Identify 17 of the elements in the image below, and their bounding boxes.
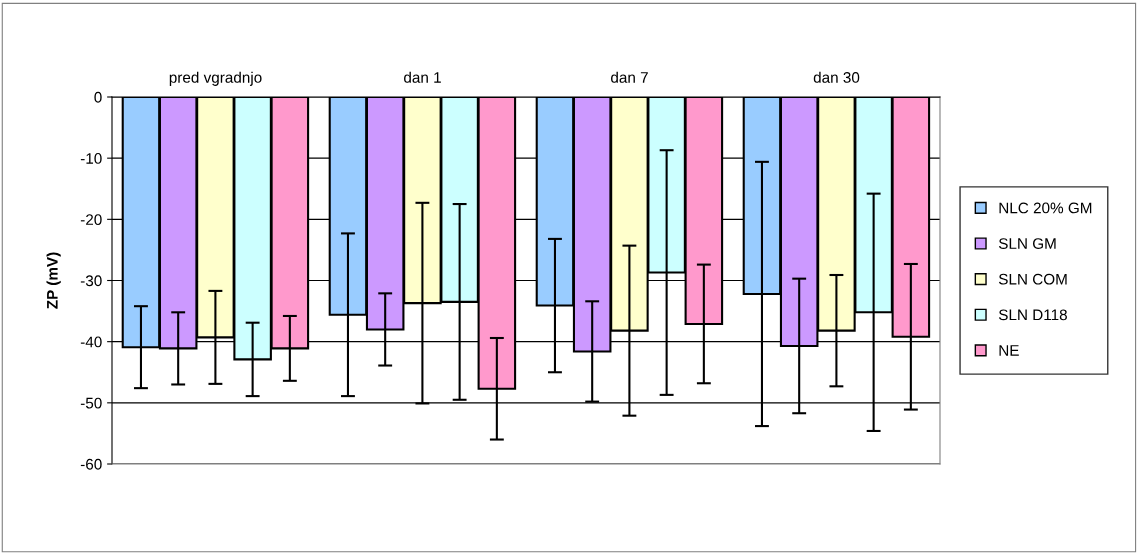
legend-label: SLN GM: [998, 238, 1056, 249]
y-tick-label: 0: [94, 91, 102, 103]
x-tick-label: dan 30: [813, 71, 860, 83]
y-tick-label: -60: [80, 458, 102, 470]
y-tick-label: -20: [80, 214, 102, 226]
y-tick-label: -30: [80, 275, 102, 287]
legend-label: SLN D118: [998, 309, 1067, 321]
legend-label: NLC 20% GM: [999, 202, 1092, 214]
y-tick-label: -10: [80, 153, 102, 164]
legend-label: NE: [999, 345, 1019, 356]
y-tick-label: -50: [80, 397, 102, 409]
x-tick-label: dan 7: [611, 71, 648, 83]
y-tick-label: -40: [80, 336, 102, 348]
legend-label: SLN COM: [998, 273, 1067, 285]
x-tick-label: pred vgradnjo: [169, 71, 262, 86]
y-axis-title: ZP (mV): [46, 252, 61, 309]
x-tick-label: dan 1: [404, 71, 441, 83]
